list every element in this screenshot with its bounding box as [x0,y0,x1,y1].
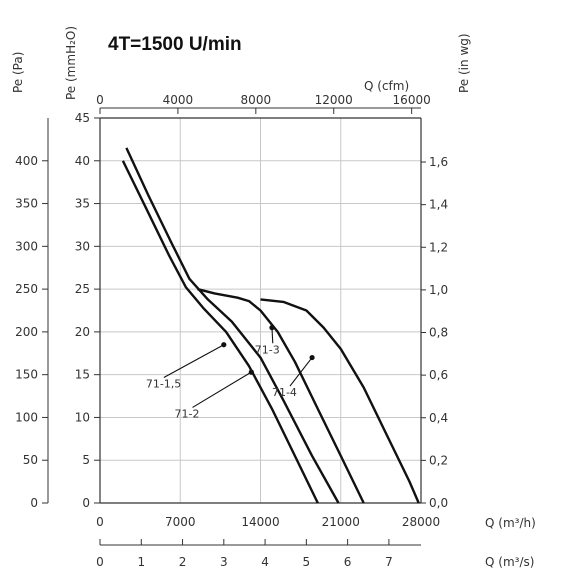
mmh2o-tick-label: 20 [75,325,90,339]
m3s-tick-label: 1 [137,555,145,569]
m3s-tick-label: 0 [96,555,104,569]
m3h-tick-label: 14000 [241,515,279,529]
m3s-tick-label: 6 [344,555,352,569]
series-label: 71-2 [175,407,200,420]
pa-tick-label: 300 [15,239,38,253]
m3s-tick-label: 5 [303,555,311,569]
mmh2o-tick-label: 30 [75,239,90,253]
m3h-tick-label: 21000 [322,515,360,529]
inwg-tick-label: 1,2 [429,240,448,254]
leader-line [271,327,274,344]
mmh2o-tick-label: 15 [75,368,90,382]
m3s-tick-label: 7 [385,555,393,569]
mmh2o-tick-label: 25 [75,282,90,296]
cfm-tick-label: 16000 [393,93,431,107]
m3h-tick-label: 0 [96,515,104,529]
inwg-tick-label: 1,0 [429,283,448,297]
series-label: 71-3 [255,343,280,356]
mmh2o-tick-label: 5 [82,453,90,467]
cfm-axis-label: Q (cfm) [364,79,409,93]
leader-dot [309,354,315,361]
pa-axis-label: Pe (Pa) [11,52,25,93]
series-line [197,287,365,504]
cfm-tick-label: 0 [96,93,104,107]
inwg-tick-label: 0,6 [429,368,448,382]
axes: 0501001502002503003504000510152025303540… [11,26,536,569]
pa-tick-label: 100 [15,410,38,424]
cfm-tick-label: 4000 [163,93,194,107]
pa-tick-label: 400 [15,154,38,168]
leader-line [163,344,225,378]
pa-tick-label: 150 [15,368,38,382]
m3s-tick-label: 4 [261,555,269,569]
m3h-tick-label: 7000 [165,515,196,529]
m3s-tick-label: 2 [179,555,187,569]
inwg-axis-label: Pe (in wg) [457,33,471,93]
pa-tick-label: 50 [23,453,38,467]
mmh2o-axis-label: Pe (mmH₂O) [64,26,78,100]
cfm-tick-label: 8000 [241,93,272,107]
mmh2o-tick-label: 35 [75,197,90,211]
inwg-tick-label: 0,0 [429,496,448,510]
inwg-tick-label: 0,2 [429,453,448,467]
inwg-tick-label: 1,6 [429,155,448,169]
leader-dot [248,369,254,375]
cfm-tick-label: 12000 [315,93,353,107]
chart-title: 4T=1500 U/min [108,34,242,55]
series-label: 71-4 [272,386,297,399]
pa-tick-label: 200 [15,325,38,339]
m3s-tick-label: 3 [220,555,228,569]
m3h-axis-label: Q (m³/h) [485,516,536,530]
series-line [125,147,340,504]
leader-line [192,371,252,408]
inwg-tick-label: 0,8 [429,326,448,340]
leader-dot [269,325,275,331]
leader-dot [221,342,227,348]
pa-tick-label: 0 [30,496,38,510]
series-group [121,147,420,504]
series-line [121,160,319,504]
mmh2o-tick-label: 40 [75,154,90,168]
annotations: 71-1,5 71-3 71-2 71-4 [146,325,315,420]
series-label: 71-1,5 [146,378,181,391]
pa-tick-label: 250 [15,282,38,296]
m3s-axis-label: Q (m³/s) [485,555,534,569]
inwg-tick-label: 0,4 [429,411,448,425]
inwg-tick-label: 1,4 [429,198,448,212]
m3h-tick-label: 28000 [402,515,440,529]
mmh2o-tick-label: 10 [75,410,90,424]
mmh2o-tick-label: 45 [75,111,90,125]
pa-tick-label: 350 [15,197,38,211]
mmh2o-tick-label: 0 [82,496,90,510]
series-line [260,298,420,504]
leader-line [289,357,313,387]
